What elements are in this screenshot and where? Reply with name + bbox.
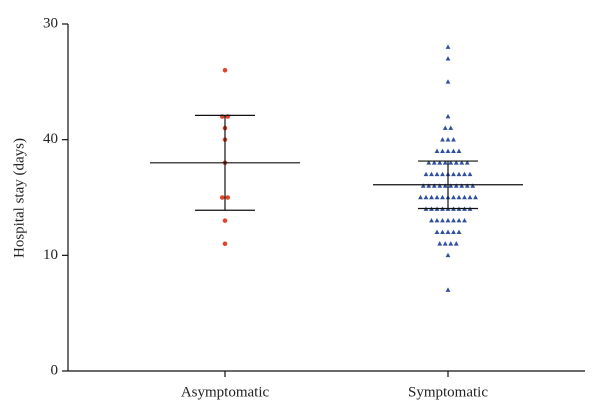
data-point (456, 218, 462, 223)
data-point (445, 44, 451, 49)
data-point (451, 218, 456, 223)
data-point (440, 137, 445, 142)
data-point (456, 229, 462, 234)
data-point (420, 183, 426, 188)
data-point (437, 183, 443, 188)
data-point (445, 137, 451, 142)
data-point (451, 148, 456, 154)
data-point (440, 171, 445, 177)
data-point (445, 79, 451, 84)
data-point (437, 160, 443, 165)
data-point (448, 241, 454, 246)
y-tick-label: 0 (51, 362, 59, 378)
data-point (445, 229, 451, 234)
data-point (451, 171, 456, 177)
data-point (442, 160, 448, 165)
data-point (445, 148, 451, 154)
data-point (219, 195, 225, 200)
data-point (440, 148, 445, 154)
data-point (456, 194, 462, 200)
data-point (442, 241, 448, 246)
data-point (459, 183, 465, 188)
data-point (431, 160, 437, 165)
y-tick-label: 30 (43, 15, 58, 31)
data-point (453, 183, 459, 188)
data-point (462, 194, 467, 200)
data-point (453, 241, 459, 246)
data-point (448, 183, 454, 188)
data-point (434, 229, 440, 234)
data-point (445, 218, 451, 223)
y-tick-label: 10 (43, 247, 58, 263)
data-point (470, 183, 476, 188)
data-point (429, 171, 434, 177)
data-point (448, 125, 454, 130)
data-point (467, 194, 473, 200)
data-point (464, 183, 470, 188)
data-point (456, 148, 462, 154)
data-point (429, 194, 434, 200)
data-point (467, 171, 473, 177)
data-point (431, 183, 437, 188)
x-tick-label: Asymptomatic (181, 384, 270, 400)
data-point (448, 160, 454, 165)
data-point (445, 56, 451, 61)
data-point (434, 194, 440, 200)
data-point (473, 194, 478, 200)
data-point (429, 218, 434, 223)
data-point (456, 171, 462, 177)
data-point (462, 218, 467, 223)
data-point (440, 194, 445, 200)
data-point (222, 218, 228, 223)
y-tick-label: 40 (43, 131, 58, 147)
data-point (464, 160, 470, 165)
data-point (459, 160, 465, 165)
data-point (434, 218, 440, 223)
data-point (445, 252, 451, 258)
data-point (462, 171, 467, 177)
data-point (453, 160, 459, 165)
data-point (445, 113, 451, 119)
data-point (222, 241, 228, 247)
x-tick-label: Symptomatic (408, 384, 488, 400)
data-point (434, 171, 440, 177)
data-point (434, 148, 440, 154)
data-point (442, 183, 448, 188)
data-point (225, 195, 231, 200)
y-axis-label: Hospital stay (days) (11, 138, 27, 258)
data-point (451, 229, 456, 234)
data-point (440, 218, 445, 223)
data-point (423, 194, 429, 200)
data-point (418, 194, 423, 200)
data-point (440, 229, 445, 234)
data-point (442, 125, 448, 130)
data-point (451, 194, 456, 200)
data-point (423, 171, 429, 177)
data-point (451, 137, 456, 142)
data-point (222, 67, 228, 73)
data-point (437, 241, 443, 246)
data-point (426, 183, 432, 188)
data-point (426, 160, 432, 165)
data-point (445, 287, 451, 292)
